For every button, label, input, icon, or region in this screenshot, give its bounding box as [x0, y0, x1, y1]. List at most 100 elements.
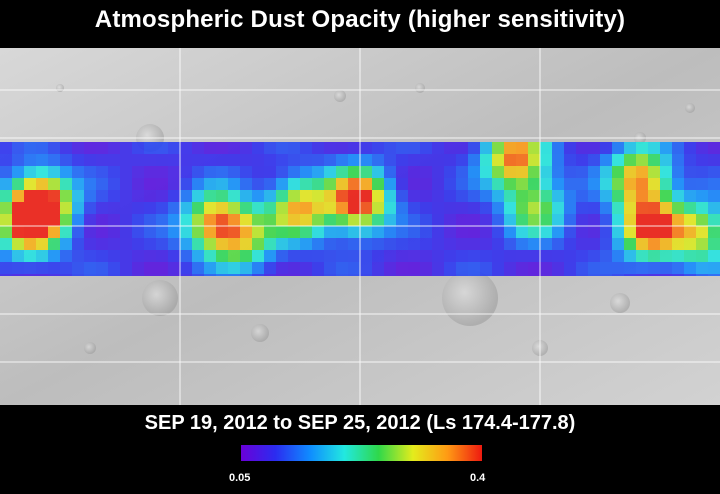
- dust-cell: [168, 274, 180, 276]
- dust-cell: [564, 250, 576, 262]
- dust-cell: [588, 274, 600, 276]
- dust-cell: [540, 142, 552, 154]
- dust-cell: [480, 190, 492, 202]
- dust-cell: [72, 166, 84, 178]
- dust-cell: [636, 262, 648, 274]
- dust-cell: [276, 250, 288, 262]
- dust-cell: [204, 250, 216, 262]
- dust-cell: [360, 154, 372, 166]
- dust-cell: [612, 190, 624, 202]
- dust-cell: [24, 238, 36, 250]
- dust-cell: [276, 274, 288, 276]
- crater: [56, 84, 64, 92]
- dust-cell: [660, 238, 672, 250]
- dust-cell: [624, 214, 636, 226]
- dust-cell: [432, 202, 444, 214]
- dust-cell: [120, 154, 132, 166]
- dust-cell: [72, 262, 84, 274]
- dust-cell: [660, 202, 672, 214]
- dust-cell: [336, 238, 348, 250]
- dust-cell: [288, 274, 300, 276]
- dust-cell: [12, 166, 24, 178]
- dust-cell: [132, 274, 144, 276]
- dust-cell: [480, 226, 492, 238]
- dust-cell: [540, 226, 552, 238]
- crater: [415, 83, 425, 93]
- dust-cell: [192, 142, 204, 154]
- dust-cell: [708, 190, 720, 202]
- dust-cell: [228, 262, 240, 274]
- dust-cell: [432, 154, 444, 166]
- dust-cell: [168, 190, 180, 202]
- dust-cell: [180, 262, 192, 274]
- dust-cell: [216, 238, 228, 250]
- dust-cell: [636, 214, 648, 226]
- dust-cell: [660, 226, 672, 238]
- dust-cell: [420, 262, 432, 274]
- dust-cell: [120, 274, 132, 276]
- dust-cell: [492, 142, 504, 154]
- dust-cell: [528, 154, 540, 166]
- dust-cell: [240, 166, 252, 178]
- dust-cell: [588, 202, 600, 214]
- dust-cell: [396, 166, 408, 178]
- dust-cell: [300, 274, 312, 276]
- dust-cell: [24, 226, 36, 238]
- dust-cell: [588, 154, 600, 166]
- dust-cell: [624, 274, 636, 276]
- dust-cell: [648, 154, 660, 166]
- dust-cell: [24, 166, 36, 178]
- dust-cell: [156, 214, 168, 226]
- dust-cell: [300, 262, 312, 274]
- dust-cell: [444, 274, 456, 276]
- dust-cell: [540, 250, 552, 262]
- dust-cell: [36, 154, 48, 166]
- dust-cell: [228, 190, 240, 202]
- dust-cell: [12, 178, 24, 190]
- dust-cell: [564, 142, 576, 154]
- dust-cell: [432, 142, 444, 154]
- dust-cell: [660, 250, 672, 262]
- dust-cell: [96, 190, 108, 202]
- dust-cell: [132, 178, 144, 190]
- dust-cell: [432, 214, 444, 226]
- dust-cell: [420, 178, 432, 190]
- dust-cell: [84, 238, 96, 250]
- dust-cell: [648, 250, 660, 262]
- dust-cell: [132, 154, 144, 166]
- dust-cell: [312, 226, 324, 238]
- dust-cell: [60, 238, 72, 250]
- dust-cell: [672, 190, 684, 202]
- dust-cell: [384, 262, 396, 274]
- dust-cell: [408, 262, 420, 274]
- dust-cell: [132, 202, 144, 214]
- dust-cell: [420, 226, 432, 238]
- dust-cell: [36, 226, 48, 238]
- dust-cell: [372, 190, 384, 202]
- dust-cell: [384, 250, 396, 262]
- dust-cell: [552, 154, 564, 166]
- dust-cell: [360, 178, 372, 190]
- dust-cell: [156, 154, 168, 166]
- dust-cell: [504, 274, 516, 276]
- dust-cell: [96, 142, 108, 154]
- dust-cell: [36, 274, 48, 276]
- dust-cell: [636, 250, 648, 262]
- dust-cell: [600, 274, 612, 276]
- dust-cell: [372, 166, 384, 178]
- dust-cell: [576, 214, 588, 226]
- dust-cell: [228, 142, 240, 154]
- dust-cell: [24, 274, 36, 276]
- dust-cell: [516, 226, 528, 238]
- dust-cell: [552, 274, 564, 276]
- crater: [142, 280, 178, 316]
- dust-cell: [192, 166, 204, 178]
- dust-cell: [624, 262, 636, 274]
- dust-cell: [516, 262, 528, 274]
- dust-cell: [276, 178, 288, 190]
- dust-cell: [324, 238, 336, 250]
- dust-cell: [216, 142, 228, 154]
- dust-cell: [396, 142, 408, 154]
- dust-cell: [480, 166, 492, 178]
- dust-cell: [624, 166, 636, 178]
